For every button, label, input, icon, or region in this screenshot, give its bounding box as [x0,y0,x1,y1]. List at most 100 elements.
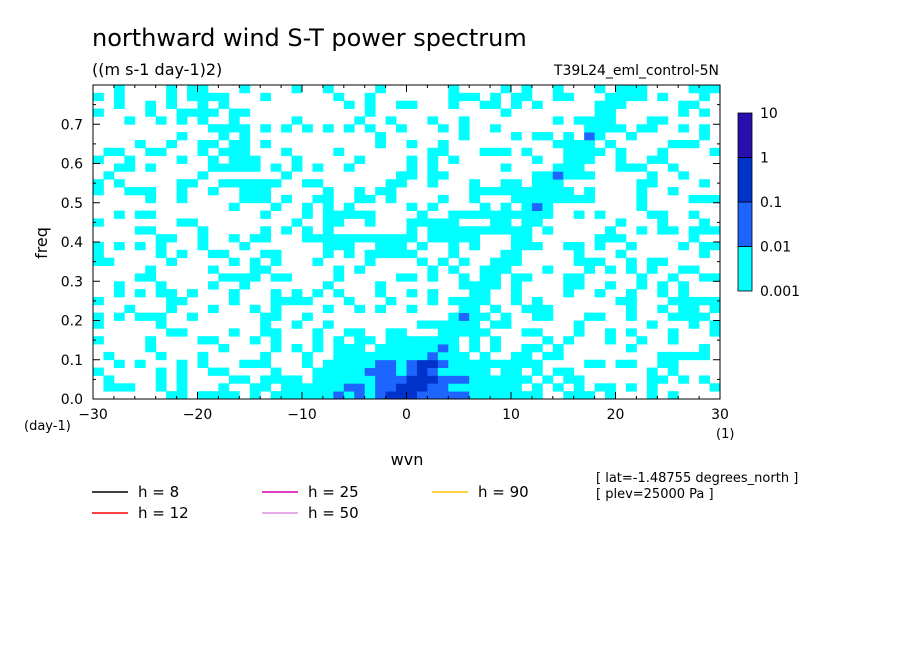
spectrum-cell [646,171,658,180]
spectrum-cell [521,218,533,227]
spectrum-cell [260,320,272,329]
spectrum-cell [406,336,418,345]
spectrum-cell [584,265,595,274]
spectrum-cell [218,132,230,141]
spectrum-cell [228,163,240,172]
spectrum-cell [312,234,324,243]
spectrum-cell [500,391,512,400]
spectrum-cell [427,375,439,384]
spectrum-cell [343,375,355,384]
spectrum-cell [312,328,324,337]
spectrum-cell [406,218,418,227]
y-tick-label: 0.2 [61,314,83,330]
spectrum-cell [291,218,303,227]
spectrum-cell [521,391,533,400]
spectrum-cell [197,234,209,243]
spectrum-cell [176,132,188,141]
spectrum-cell [521,242,533,251]
spectrum-cell [521,85,533,94]
spectrum-cell [531,391,543,400]
spectrum-cell [396,249,407,259]
spectrum-cell [354,359,366,368]
spectrum-cell [239,139,251,149]
spectrum-cell [291,375,303,384]
spectrum-cell [385,179,397,188]
spectrum-cell [333,242,345,251]
spectrum-cell [228,328,240,337]
spectrum-cell [406,289,418,298]
spectrum-cell [490,273,501,282]
spectrum-cell [134,359,146,368]
spectrum-cell [312,289,324,298]
spectrum-cell [531,344,543,353]
spectrum-cell [239,273,251,282]
colorbar-label: 1 [760,151,769,167]
spectrum-cell [636,273,648,282]
spectrum-cell [155,351,167,361]
spectrum-cell [584,312,595,321]
spectrum-cell [427,289,439,298]
spectrum-cell [573,328,585,337]
spectrum-cell [281,391,292,400]
spectrum-cell [103,375,115,384]
spectrum-cell [124,163,136,172]
spectrum-cell [542,351,554,361]
spectrum-cell [354,194,366,204]
colorbar-swatch [737,201,753,247]
spectrum-cell [416,359,428,368]
spectrum-cell [385,367,397,376]
spectrum-cell [176,187,188,196]
spectrum-cell [636,226,648,235]
spectrum-cell [437,328,449,337]
spectrum-cell [646,124,658,133]
spectrum-cell [260,351,272,361]
spectrum-cell [270,289,282,298]
spectrum-cell [228,124,240,133]
spectrum-cell [103,383,115,392]
spectrum-cell [500,265,512,274]
spectrum-cell [406,351,418,361]
spectrum-cell [584,171,595,180]
spectrum-cell [490,257,501,266]
spectrum-cell [448,320,460,329]
spectrum-cell [437,234,449,243]
spectrum-cell [228,296,240,306]
spectrum-cell [302,210,313,219]
spectrum-cell [207,367,219,376]
spectrum-cell [521,359,533,368]
spectrum-cell [291,344,303,353]
spectrum-cell [166,234,177,243]
spectrum-cell [396,359,407,368]
spectrum-cell [260,194,272,204]
spectrum-cell [281,124,292,133]
spectrum-cell [260,124,272,133]
spectrum-cell [333,383,345,392]
spectrum-cell [563,367,575,376]
spectrum-cell [416,210,428,219]
spectrum-cell [699,218,710,227]
spectrum-cell [113,312,125,321]
spectrum-cell [500,163,512,172]
spectrum-cell [197,351,209,361]
spectrum-cell [155,281,167,290]
spectrum-cell [458,273,470,282]
spectrum-cell [646,265,658,274]
spectrum-cell [437,320,449,329]
spectrum-cell [166,85,177,94]
spectrum-cell [270,202,282,211]
spectrum-cell [281,147,292,157]
spectrum-cell [678,375,690,384]
spectrum-cell [197,242,209,251]
spectrum-cell [134,226,146,235]
spectrum-cell [479,351,491,361]
spectrum-cell [490,359,501,368]
spectrum-cell [249,359,261,368]
spectrum-cell [364,210,376,219]
spectrum-cell [458,296,470,306]
spectrum-cell [134,187,146,196]
spectrum-cell [511,273,522,282]
spectrum-cell [270,375,282,384]
spectrum-cell [490,320,501,329]
spectrum-cell [218,273,230,282]
spectrum-cell [270,328,282,337]
